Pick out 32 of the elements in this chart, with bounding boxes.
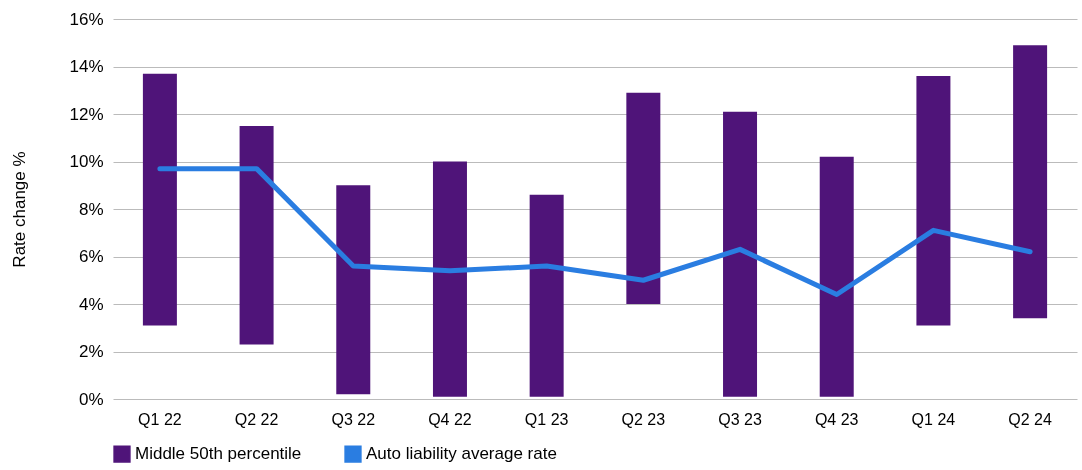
y-tick-label: 12% (69, 104, 104, 124)
x-tick-label: Q2 24 (1008, 410, 1052, 428)
x-tick-label: Q3 23 (718, 410, 762, 428)
bar (529, 194, 564, 397)
legend-label: Middle 50th percentile (135, 444, 302, 464)
bar (819, 156, 854, 397)
bar (626, 92, 661, 304)
x-tick-label: Q4 23 (814, 410, 859, 428)
y-tick-label: 16% (69, 9, 104, 29)
y-tick-label: 4% (78, 294, 104, 314)
bar (432, 161, 467, 397)
bar (1013, 45, 1048, 319)
y-tick-label: 2% (78, 342, 104, 361)
y-tick-label: 8% (78, 199, 104, 219)
y-tick-label: 14% (69, 57, 104, 76)
bar (336, 185, 371, 395)
bar (239, 125, 274, 345)
x-tick-label: Q4 22 (428, 410, 472, 428)
x-tick-label: Q1 24 (911, 410, 956, 428)
y-tick-label: 0% (78, 389, 104, 409)
y-tick-label: 6% (78, 247, 104, 266)
legend-label: Auto liability average rate (366, 444, 557, 464)
x-tick-label: Q3 22 (331, 410, 376, 428)
x-tick-label: Q1 22 (138, 410, 182, 428)
x-tick-label: Q2 23 (621, 410, 666, 428)
bar (916, 76, 951, 326)
y-axis-title: Rate change % (10, 151, 30, 268)
bar (723, 111, 758, 397)
x-tick-label: Q1 23 (524, 410, 569, 428)
x-tick-label: Q2 22 (234, 410, 279, 428)
bar (142, 73, 177, 326)
y-tick-label: 10% (69, 152, 104, 171)
